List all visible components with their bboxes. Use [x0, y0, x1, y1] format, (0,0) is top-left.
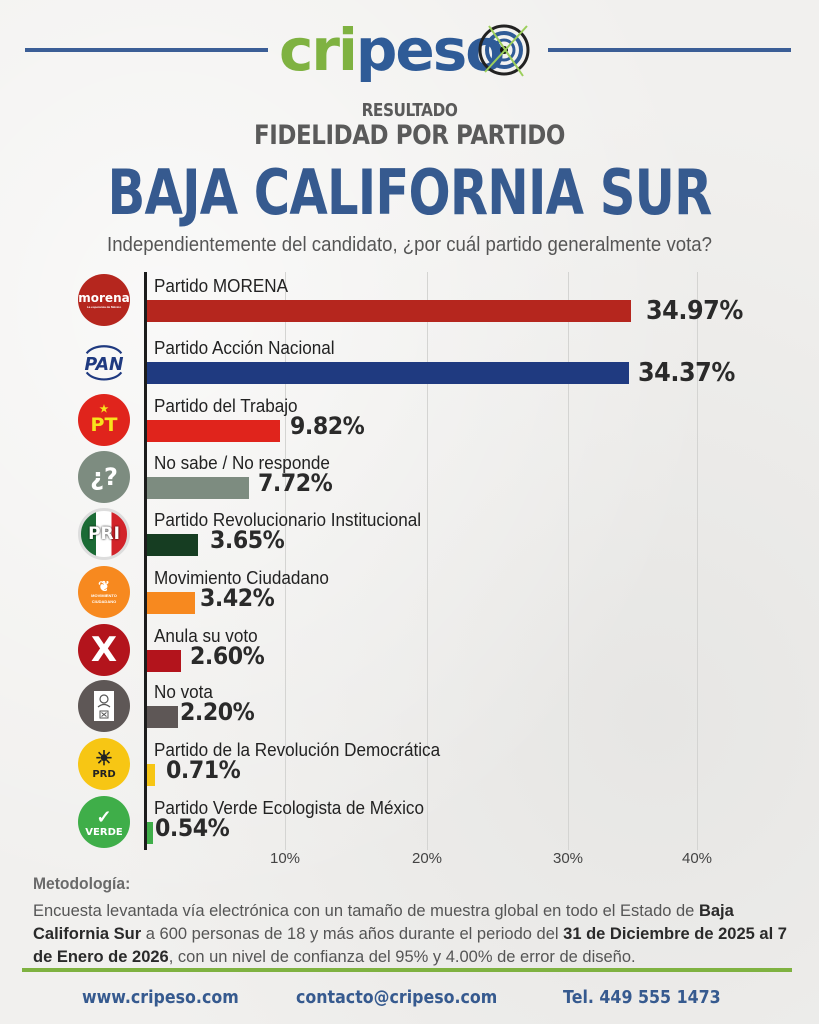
- state-title: BAJA CALIFORNIA SUR: [107, 156, 712, 229]
- bar-label: Partido Revolucionario Institucional: [154, 510, 422, 530]
- header-divider-right: [548, 48, 791, 52]
- bar-row-no-sabe: ¿? No sabe / No responde 7.72%: [0, 447, 819, 505]
- methodology-text: Encuesta levantada vía electrónica con u…: [33, 902, 787, 966]
- logo-wordmark: cripeso: [279, 16, 505, 84]
- bar-label: No sabe / No responde: [154, 453, 330, 473]
- gridline-30: [568, 272, 569, 850]
- bar-morena: [147, 300, 631, 322]
- phone-number[interactable]: Tel. 449 555 1473: [563, 987, 721, 1008]
- bar-row-morena: morena La esperanza de México Partido MO…: [0, 270, 819, 328]
- bar-pt: [147, 420, 280, 442]
- verde-logo-icon: ✓ VERDE: [78, 796, 130, 848]
- cripeso-logo: cripeso: [275, 14, 545, 86]
- target-crosshair-icon: [478, 24, 530, 77]
- bar-row-prd: ☀ PRD Partido de la Revolución Democráti…: [0, 734, 819, 792]
- x-tick-10: 10%: [269, 850, 301, 867]
- bar-value: 0.54%: [155, 814, 230, 842]
- bar-label: Partido del Trabajo: [154, 396, 298, 416]
- pri-logo-icon: PRI: [78, 508, 130, 560]
- x-tick-20: 20%: [411, 850, 443, 867]
- bar-row-anula: X Anula su voto 2.60%: [0, 620, 819, 678]
- svg-text:PAN: PAN: [84, 355, 124, 375]
- email-link[interactable]: contacto@cripeso.com: [296, 987, 498, 1008]
- bar-value: 3.42%: [200, 584, 275, 612]
- bar-value: 7.72%: [258, 469, 333, 497]
- header-divider-left: [25, 48, 268, 52]
- x-tick-40: 40%: [681, 850, 713, 867]
- bar-label: No vota: [154, 682, 213, 702]
- pan-logo-icon: PAN: [78, 336, 130, 388]
- movimiento-ciudadano-logo-icon: ❦ MOVIMIENTO CIUDADANO: [78, 566, 130, 618]
- bar-row-verde: ✓ VERDE Partido Verde Ecologista de Méxi…: [0, 792, 819, 850]
- bar-value: 2.60%: [190, 642, 265, 670]
- bar-chart: 10% 20% 30% 40% morena La esperanza de M…: [0, 270, 819, 870]
- bar-no-sabe: [147, 477, 249, 499]
- methodology-section: Metodología: Encuesta levantada vía elec…: [33, 874, 793, 969]
- bar-value: 34.97%: [646, 296, 743, 326]
- bar-pri: [147, 534, 198, 556]
- gridline-10: [285, 272, 286, 850]
- bar-prd: [147, 764, 155, 786]
- bar-mc: [147, 592, 195, 614]
- bar-label: Partido Acción Nacional: [154, 338, 335, 358]
- ballot-icon: [78, 680, 130, 732]
- methodology-title: Metodología:: [33, 874, 131, 893]
- bar-row-pri: PRI Partido Revolucionario Institucional…: [0, 504, 819, 562]
- website-link[interactable]: www.cripeso.com: [82, 987, 239, 1008]
- bar-value: 34.37%: [638, 358, 735, 388]
- bar-no-vota: [147, 706, 178, 728]
- bar-pan: [147, 362, 629, 384]
- question-mark-icon: ¿?: [78, 451, 130, 503]
- morena-logo-icon: morena La esperanza de México: [78, 274, 130, 326]
- bar-label: Anula su voto: [154, 626, 258, 646]
- page-title: FIDELIDAD POR PARTIDO: [254, 120, 565, 151]
- bar-verde: [147, 822, 153, 844]
- footer-divider: [22, 968, 792, 972]
- prd-logo-icon: ☀ PRD: [78, 738, 130, 790]
- bar-row-pan: PAN Partido Acción Nacional 34.37%: [0, 332, 819, 390]
- bar-value: 3.65%: [210, 526, 285, 554]
- bar-label: Partido Verde Ecologista de México: [154, 798, 424, 818]
- gridline-40: [697, 272, 698, 850]
- bar-label: Partido MORENA: [154, 276, 288, 296]
- kicker-title: RESULTADO: [361, 100, 458, 121]
- bar-row-pt: ★ PT Partido del Trabajo 9.82%: [0, 390, 819, 448]
- pt-logo-icon: ★ PT: [78, 394, 130, 446]
- survey-question: Independientemente del candidato, ¿por c…: [107, 234, 712, 256]
- y-axis-line: [144, 272, 147, 850]
- bar-value: 0.71%: [166, 756, 241, 784]
- x-tick-30: 30%: [552, 850, 584, 867]
- bar-row-no-vota: No vota 2.20%: [0, 676, 819, 734]
- bar-label: Movimiento Ciudadano: [154, 568, 329, 588]
- x-mark-icon: X: [78, 624, 130, 676]
- bar-label: Partido de la Revolución Democrática: [154, 740, 441, 760]
- bar-value: 2.20%: [180, 698, 255, 726]
- gridline-20: [427, 272, 428, 850]
- bar-anula: [147, 650, 181, 672]
- bar-row-mc: ❦ MOVIMIENTO CIUDADANO Movimiento Ciudad…: [0, 562, 819, 620]
- bar-value: 9.82%: [290, 412, 365, 440]
